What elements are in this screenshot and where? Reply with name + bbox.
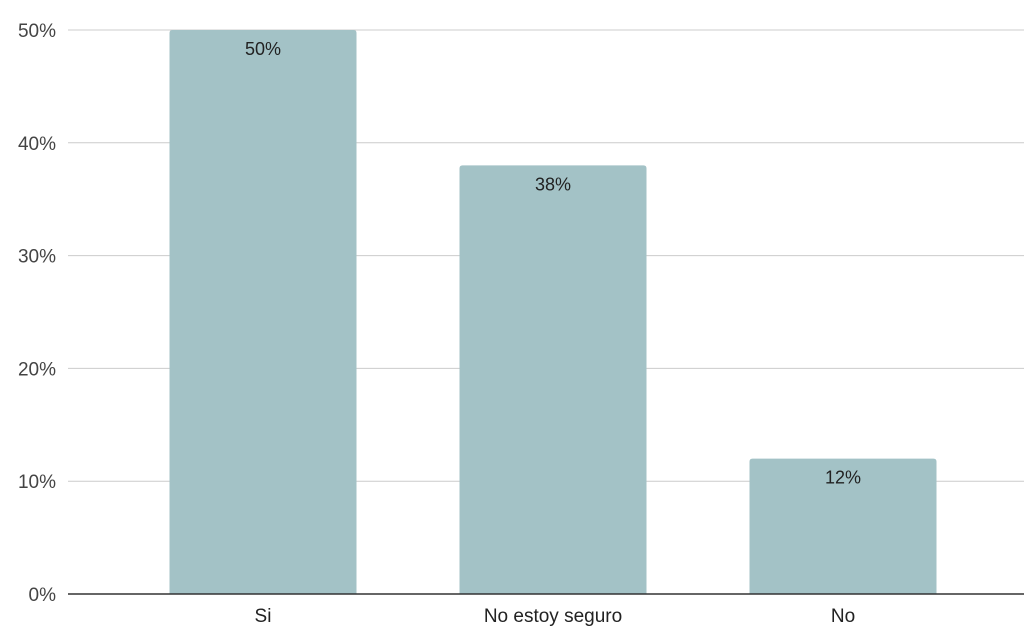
bar[interactable] [169,30,357,594]
y-tick-label: 50% [18,21,56,42]
x-tick-label: No [831,606,855,626]
data-label: 38% [535,174,571,194]
y-tick-label: 30% [18,247,56,268]
y-tick-label: 0% [29,585,57,606]
data-label: 50% [245,39,281,59]
x-tick-label: No estoy seguro [484,606,622,626]
x-tick-label: Si [255,606,272,626]
y-tick-label: 40% [18,134,56,155]
y-tick-label: 20% [18,359,56,380]
bar[interactable] [749,458,937,594]
bar[interactable] [459,165,647,595]
data-label: 12% [825,468,861,488]
y-tick-label: 10% [18,472,56,493]
